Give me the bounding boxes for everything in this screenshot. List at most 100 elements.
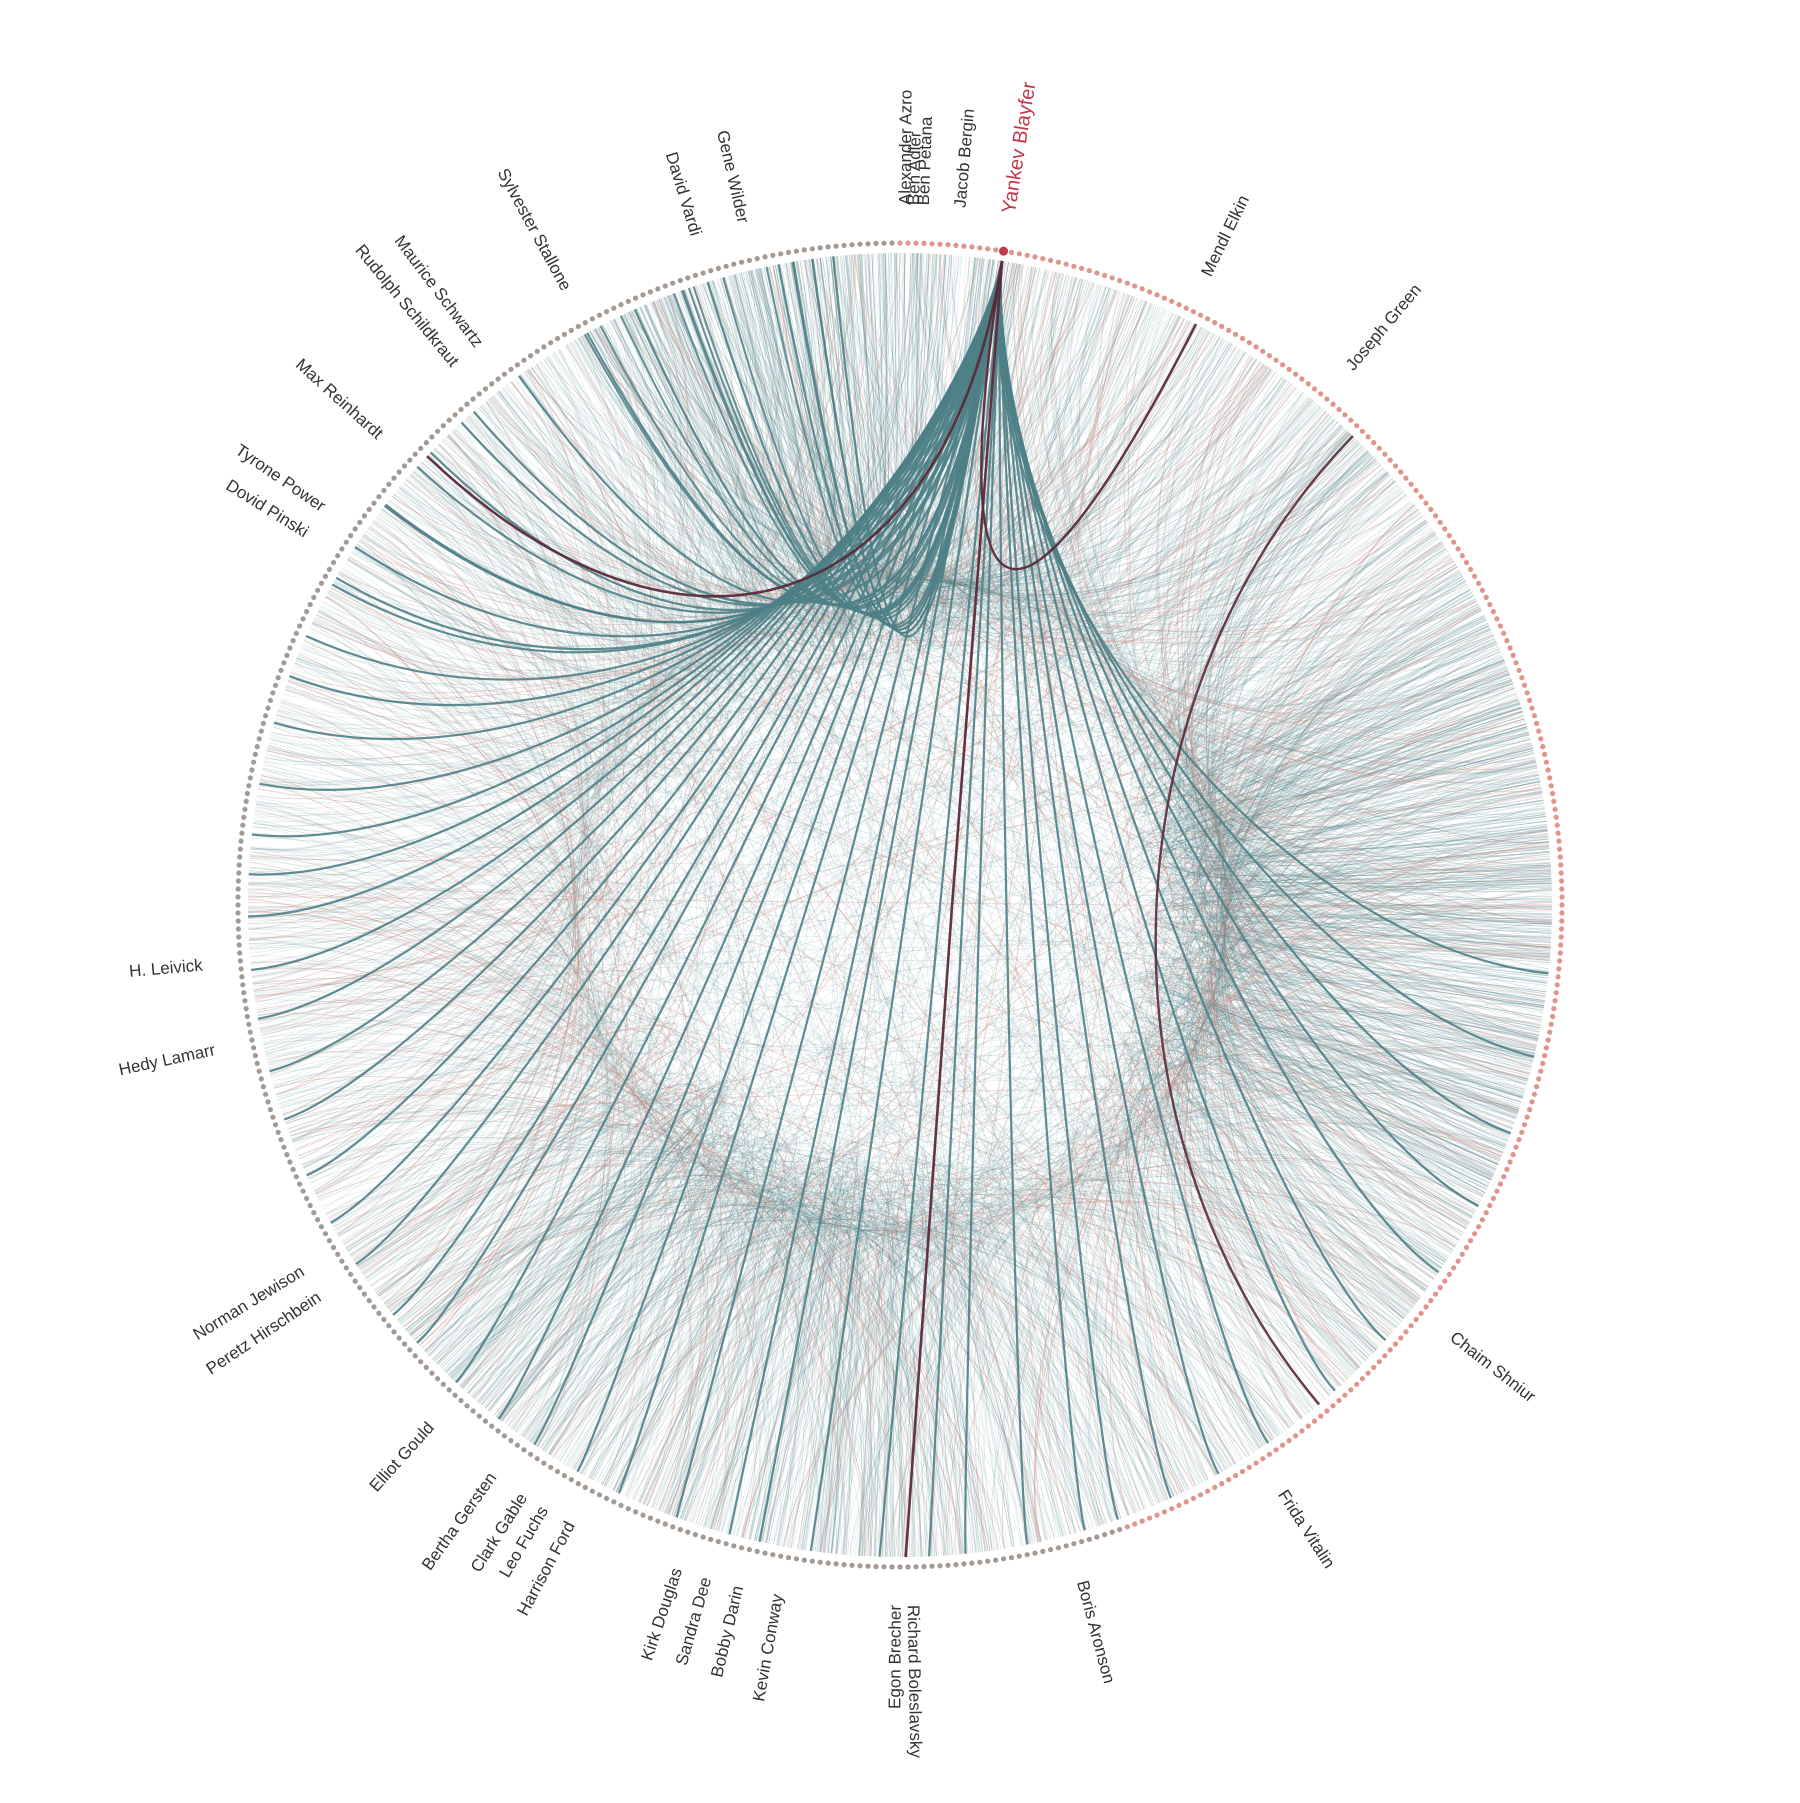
node-dot bbox=[1504, 1166, 1510, 1172]
node-dot bbox=[1190, 309, 1196, 315]
edge bbox=[466, 417, 1490, 659]
edge bbox=[1129, 341, 1228, 1504]
node-label-richard-boleslavsky: Richard Boleslavsky bbox=[904, 1605, 926, 1759]
edge bbox=[669, 294, 1294, 1426]
node-dot bbox=[1413, 487, 1419, 494]
edge-cluster bbox=[1201, 781, 1541, 1196]
node-dot bbox=[921, 1564, 927, 1570]
edge-cluster bbox=[1131, 437, 1505, 761]
edge bbox=[631, 434, 1353, 1500]
edge-cluster bbox=[408, 1189, 960, 1555]
node-dot bbox=[889, 240, 895, 246]
edge-cluster bbox=[584, 281, 804, 664]
node-dot bbox=[833, 243, 839, 249]
edge bbox=[290, 1104, 1507, 1146]
edge-red bbox=[249, 493, 625, 862]
node-dot bbox=[723, 263, 729, 269]
edge-cluster bbox=[1127, 977, 1523, 1111]
node-label-gene-wilder: Gene Wilder bbox=[713, 128, 753, 225]
edge bbox=[589, 331, 1547, 819]
edge bbox=[631, 310, 1461, 1240]
edge bbox=[341, 375, 605, 1242]
edge bbox=[834, 256, 1427, 1290]
edge bbox=[247, 912, 707, 1517]
edge bbox=[250, 847, 772, 1543]
edge bbox=[730, 275, 1100, 1526]
edge-cluster bbox=[1124, 1058, 1515, 1446]
edge-cluster bbox=[1193, 580, 1550, 962]
edge bbox=[448, 680, 1513, 1376]
edge bbox=[1071, 1116, 1460, 1507]
edge bbox=[386, 665, 1507, 1308]
node-dot bbox=[244, 1013, 250, 1020]
edge bbox=[527, 369, 1314, 581]
node-dot bbox=[1348, 417, 1354, 423]
edge-cluster bbox=[524, 1118, 769, 1480]
node-dot bbox=[1545, 767, 1551, 773]
node-dot bbox=[401, 463, 408, 469]
edge-cluster bbox=[562, 1202, 977, 1553]
edge-cluster bbox=[681, 1144, 832, 1540]
node-dot bbox=[1212, 320, 1218, 326]
edge bbox=[582, 322, 657, 1475]
node-dot bbox=[662, 1521, 668, 1527]
edge bbox=[262, 769, 1496, 1173]
edge-red bbox=[1131, 1006, 1541, 1467]
edge bbox=[1030, 339, 1269, 697]
edge bbox=[548, 355, 955, 1555]
node-ring bbox=[235, 240, 1565, 1570]
node-dot bbox=[1490, 609, 1496, 615]
node-dot bbox=[1529, 1099, 1535, 1105]
edge bbox=[700, 1215, 1166, 1526]
node-dot bbox=[881, 240, 887, 246]
edge bbox=[898, 1189, 1333, 1558]
node-dot bbox=[311, 1210, 317, 1216]
edge-cluster bbox=[1209, 742, 1532, 1241]
node-dot bbox=[953, 1562, 959, 1568]
edge-cluster bbox=[1184, 897, 1553, 1351]
edge bbox=[267, 745, 1345, 1383]
edge-cluster bbox=[544, 1183, 872, 1557]
edge-red bbox=[251, 967, 999, 1550]
node-dot bbox=[1543, 1045, 1549, 1051]
edge bbox=[301, 1137, 1432, 1284]
edge-cluster bbox=[547, 1193, 922, 1557]
edge bbox=[334, 579, 1056, 1539]
edge-cluster bbox=[1123, 1031, 1492, 1280]
edge bbox=[248, 547, 613, 916]
edge bbox=[314, 1147, 1116, 1521]
edge bbox=[337, 805, 1545, 1236]
edge bbox=[1069, 278, 1500, 1162]
edge bbox=[381, 509, 1530, 1074]
edge bbox=[688, 288, 1551, 860]
edge bbox=[753, 442, 1361, 1541]
edge-red bbox=[945, 291, 1121, 1556]
node-label-alexander-azro: Alexander Azro bbox=[896, 90, 916, 205]
edge bbox=[631, 310, 1410, 1312]
edge bbox=[1135, 869, 1552, 1485]
edge-cluster bbox=[1145, 916, 1552, 977]
edge-cluster bbox=[1174, 619, 1552, 881]
edge-cluster bbox=[653, 295, 1133, 594]
node-dot bbox=[1559, 910, 1565, 916]
edge-cluster bbox=[733, 266, 846, 669]
edge bbox=[252, 831, 762, 1540]
edge bbox=[1128, 765, 1538, 1499]
edge bbox=[247, 909, 1446, 1263]
edge bbox=[652, 1218, 1355, 1509]
edge bbox=[400, 485, 719, 1529]
edge bbox=[858, 309, 1166, 1556]
edge bbox=[351, 552, 1549, 969]
edge bbox=[536, 333, 1214, 581]
edge-cluster bbox=[1185, 453, 1552, 925]
node-dot bbox=[348, 533, 354, 539]
edge bbox=[537, 313, 659, 1447]
edge-red bbox=[1002, 504, 1416, 1549]
edge bbox=[1023, 1075, 1519, 1542]
edge bbox=[322, 350, 1244, 647]
edge bbox=[423, 443, 728, 738]
node-label-kevin-conway: Kevin Conway bbox=[749, 1592, 787, 1703]
edge-cluster bbox=[856, 254, 1310, 613]
edge bbox=[384, 1147, 1492, 1305]
edge bbox=[283, 679, 1513, 719]
